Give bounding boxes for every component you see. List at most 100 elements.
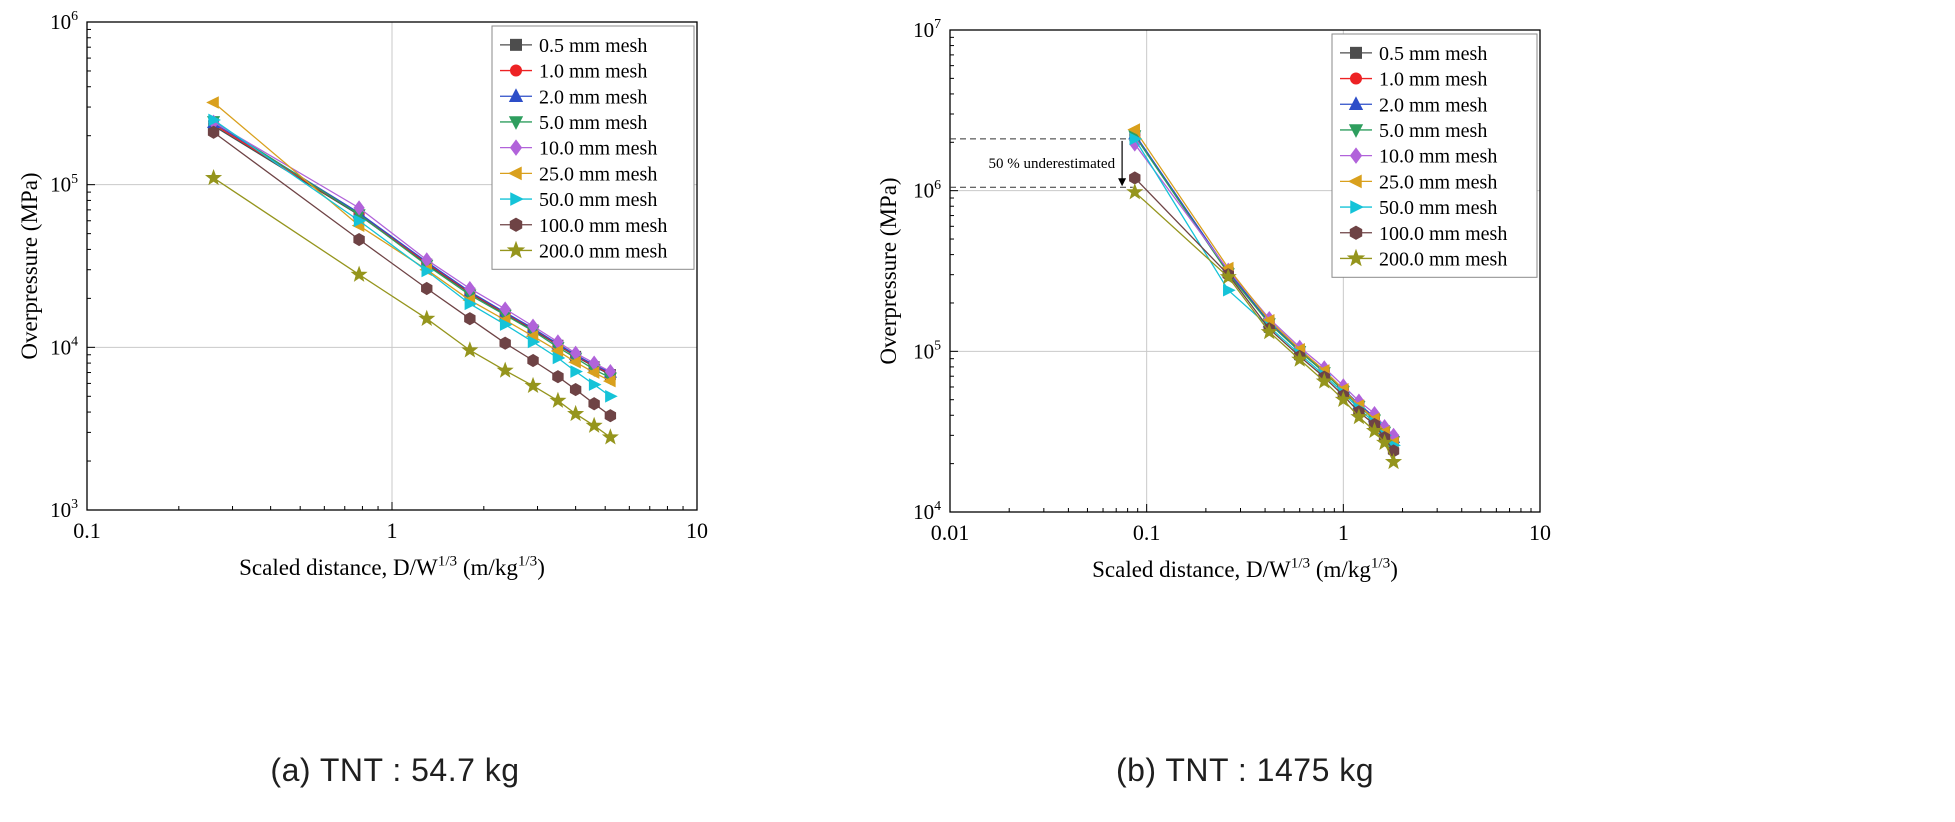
legend-label: 5.0 mm mesh	[539, 112, 647, 134]
star-marker	[549, 391, 567, 408]
chart-a-svg: 0.1 1 10 103 104 105 106 Scaled distance, D/W1/…	[17, 8, 708, 580]
triangle-right-marker	[1129, 132, 1143, 146]
legend-entry-5.0-mm-mesh: 5.0 mm mesh	[500, 112, 647, 134]
triangle-left-marker	[568, 355, 581, 369]
triangle-left-marker	[508, 166, 522, 181]
triangle-right-marker	[1223, 283, 1236, 297]
x-tick-label: 1	[1338, 520, 1349, 545]
legend-entry-200.0-mm-mesh: 200.0 mm mesh	[500, 240, 667, 262]
y-tick-label: 103	[50, 496, 78, 522]
legend-entry-10.0-mm-mesh: 10.0 mm mesh	[500, 138, 657, 160]
legend-entry-5.0-mm-mesh: 5.0 mm mesh	[1340, 120, 1487, 142]
triangle-down-marker	[508, 116, 524, 130]
x-tick-label: 10	[686, 518, 708, 543]
star-marker	[1350, 408, 1368, 425]
y-tick-label: 105	[50, 171, 78, 197]
x-axis-label: Scaled distance, D/W1/3 (m/kg1/3)	[239, 552, 545, 580]
hexagon-marker	[353, 232, 365, 247]
legend-label: 2.0 mm mesh	[1379, 94, 1487, 116]
legend-label: 200.0 mm mesh	[539, 240, 667, 262]
legend-entry-200.0-mm-mesh: 200.0 mm mesh	[1340, 248, 1507, 270]
legend-label: 0.5 mm mesh	[1379, 43, 1487, 65]
legend: 0.5 mm mesh 1.0 mm mesh 2.0 mm mesh 5.0 mm …	[491, 25, 695, 270]
hexagon-marker	[588, 397, 600, 411]
arrow-head	[1118, 178, 1127, 187]
triangle-right-marker	[499, 318, 513, 331]
legend-label: 1.0 mm mesh	[1379, 69, 1487, 91]
series-200.0-mm-mesh	[205, 168, 619, 445]
triangle-right-marker	[510, 192, 524, 206]
star-marker	[350, 265, 368, 282]
legend-entry-0.5-mm-mesh: 0.5 mm mesh	[1340, 43, 1487, 65]
star-marker	[524, 376, 542, 394]
chart-panel-a: 0.1 1 10 103 104 105 106 Scaled distance, D/W1/…	[15, 6, 715, 646]
triangle-right-marker	[570, 365, 583, 378]
square-marker	[1350, 46, 1362, 59]
legend-label: 2.0 mm mesh	[539, 86, 647, 108]
hexagon-marker	[207, 125, 220, 139]
legend-label: 200.0 mm mesh	[1379, 248, 1507, 270]
legend-label: 10.0 mm mesh	[539, 138, 657, 160]
series-line	[213, 131, 611, 417]
series-line	[213, 121, 611, 373]
triangle-left-marker	[1127, 123, 1141, 136]
x-tick-label: 0.1	[1133, 520, 1161, 545]
plot-border	[86, 21, 698, 511]
triangle-right-marker	[353, 214, 367, 228]
x-tick-label: 0.1	[73, 518, 101, 543]
star-marker	[418, 309, 436, 326]
y-tick-labels: 103 104 105 106	[50, 8, 78, 522]
legend: 0.5 mm mesh 1.0 mm mesh 2.0 mm mesh 5.0 mm …	[1331, 33, 1538, 278]
y-tick-label: 106	[50, 8, 78, 34]
legend-label: 1.0 mm mesh	[539, 61, 647, 83]
star-marker	[461, 341, 479, 358]
triangle-left-marker	[550, 344, 564, 358]
y-tick-label: 107	[913, 16, 941, 42]
legend-label: 100.0 mm mesh	[1379, 223, 1507, 245]
annotation-underestimated: 50 % underestimated	[950, 138, 1133, 188]
legend-label: 50.0 mm mesh	[1379, 197, 1497, 219]
legend-label: 50.0 mm mesh	[539, 189, 657, 211]
square-marker	[510, 38, 522, 51]
annotation-text: 50 % underestimated	[988, 156, 1115, 172]
star-marker	[1346, 248, 1366, 267]
diamond-marker	[464, 280, 476, 297]
star-marker	[1365, 421, 1383, 439]
triangle-right-marker	[605, 389, 618, 403]
legend-entry-100.0-mm-mesh: 100.0 mm mesh	[1340, 223, 1507, 245]
series-line	[213, 177, 611, 438]
triangle-right-marker	[588, 378, 602, 391]
hexagon-marker	[1349, 225, 1363, 240]
star-marker	[1376, 433, 1394, 450]
series-line	[213, 102, 611, 382]
series-line	[213, 120, 611, 379]
legend-entry-100.0-mm-mesh: 100.0 mm mesh	[500, 215, 667, 237]
star-marker	[601, 428, 619, 445]
diamond-marker	[509, 139, 523, 156]
star-marker	[1260, 323, 1278, 340]
star-marker	[496, 361, 514, 378]
caption-panel-a: (a) TNT : 54.7 kg	[270, 752, 520, 788]
star-marker	[1385, 452, 1403, 470]
star-marker	[1315, 372, 1333, 389]
star-marker	[205, 168, 223, 186]
chart-panel-b: 50 % underestimated 0.01 0.1 1 10 104 105 106 10…	[870, 6, 1560, 646]
hexagon-marker	[527, 353, 539, 368]
legend-entry-2.0-mm-mesh: 2.0 mm mesh	[1340, 94, 1487, 116]
triangle-right-marker	[464, 297, 478, 311]
y-axis-label: Overpressure (MPa)	[17, 172, 42, 359]
series-line	[1134, 177, 1395, 452]
star-marker	[1291, 350, 1309, 367]
x-axis-label: Scaled distance, D/W1/3 (m/kg1/3)	[1092, 554, 1398, 582]
triangle-left-marker	[586, 366, 600, 379]
triangle-down-marker	[1348, 124, 1364, 138]
x-tick-label: 1	[387, 518, 398, 543]
series-200.0-mm-mesh	[1126, 183, 1403, 470]
hexagon-marker	[1129, 171, 1141, 185]
triangle-right-marker	[1350, 200, 1364, 214]
legend-entry-2.0-mm-mesh: 2.0 mm mesh	[500, 86, 647, 108]
legend-label: 100.0 mm mesh	[539, 215, 667, 237]
legend-label: 25.0 mm mesh	[1379, 171, 1497, 193]
